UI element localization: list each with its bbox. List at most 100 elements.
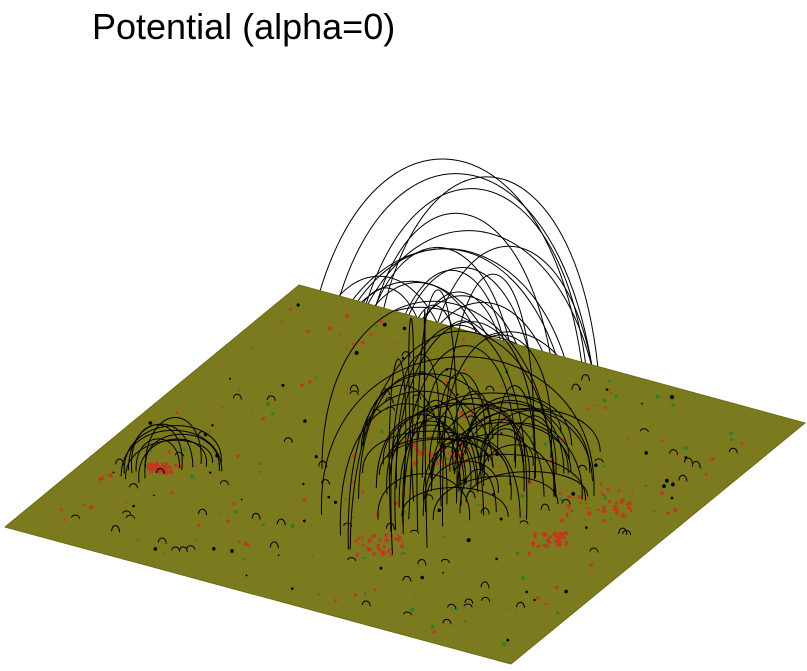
polarity-speckle [211,424,214,427]
field-line [464,598,474,604]
field-line [390,354,440,555]
polarity-speckle [155,463,158,466]
polarity-speckle [564,540,569,545]
polarity-speckle [344,313,350,318]
polarity-speckle [227,511,230,514]
polarity-speckle [170,491,174,495]
polarity-speckle [566,514,569,518]
polarity-speckle [265,402,270,407]
polarity-speckle [261,416,266,421]
polarity-speckle [108,473,113,478]
polarity-speckle [242,557,246,561]
polarity-speckle [466,538,471,543]
polarity-speckle [469,406,472,409]
polarity-speckle [209,471,212,474]
field-line [425,460,499,513]
polarity-speckle [666,511,670,515]
polarity-speckle [477,503,480,507]
polarity-speckle [641,402,643,405]
polarity-speckle [730,438,734,442]
polarity-speckle [314,455,318,459]
polarity-speckle [655,394,660,399]
polarity-speckle [373,588,377,592]
polarity-speckle [610,391,613,395]
polarity-speckle [148,421,153,425]
polarity-speckle [536,545,540,549]
polarity-speckle [559,497,564,502]
field-line [120,429,223,477]
polarity-speckle [364,592,367,595]
field-line [476,444,557,498]
polarity-speckle [520,494,525,498]
polarity-speckle [463,368,466,371]
polarity-speckle [344,498,347,501]
polarity-speckle [710,457,715,461]
polarity-speckle [606,487,610,492]
polarity-speckle [164,462,168,466]
polarity-speckle [515,551,520,556]
field-line [459,469,497,514]
polarity-speckle [317,593,321,596]
field-line [401,351,411,358]
polarity-speckle [315,376,318,379]
polarity-speckle [585,497,588,500]
polarity-speckle [240,498,243,501]
polarity-speckle [644,484,648,488]
polarity-speckle [290,523,295,528]
field-line [728,447,738,454]
polarity-speckle [670,496,674,500]
field-line [386,420,472,495]
polarity-speckle [603,406,607,410]
polarity-speckle [461,337,465,341]
polarity-speckle [644,451,648,455]
polarity-speckle [572,496,575,499]
field-line [321,356,595,515]
polarity-speckle [673,508,678,513]
polarity-speckle [112,471,115,474]
polarity-speckle [229,377,232,380]
field-line [516,601,526,609]
polarity-speckle [243,541,248,546]
polarity-speckle [296,303,300,307]
field-line [561,499,571,505]
polarity-speckle [447,452,450,455]
polarity-speckle [327,495,331,499]
polarity-speckle [631,491,634,494]
polarity-speckle [378,541,381,544]
polarity-speckle [372,552,376,556]
polarity-speckle [379,566,383,570]
polarity-speckle [601,508,606,513]
polarity-speckle [547,537,550,540]
polarity-speckle [308,380,312,384]
field-line [71,514,81,519]
field-line [321,479,330,485]
polarity-speckle [374,324,378,327]
field-line [430,402,570,479]
polarity-speckle [567,495,571,499]
polarity-speckle [602,471,604,474]
polarity-speckle [533,535,537,539]
polarity-speckle [620,515,623,517]
field-line [135,438,180,472]
polarity-speckle [82,503,85,506]
polarity-speckle [556,535,561,541]
polarity-speckle [400,544,404,549]
polarity-speckle [354,350,359,355]
polarity-speckle [394,537,398,541]
field-line [382,403,583,500]
polarity-speckle [615,510,620,516]
polarity-speckle [212,547,216,551]
polarity-speckle [553,531,558,536]
field-line [392,402,525,458]
polarity-speckle [652,510,655,513]
polarity-speckle [358,544,360,546]
field-line [497,385,536,479]
polarity-speckle [389,547,393,551]
polarity-speckle [585,507,588,510]
polarity-speckle [233,509,238,514]
polarity-speckle [458,452,462,456]
field-line [465,399,565,474]
polarity-speckle [386,550,389,554]
field-line [343,522,353,527]
